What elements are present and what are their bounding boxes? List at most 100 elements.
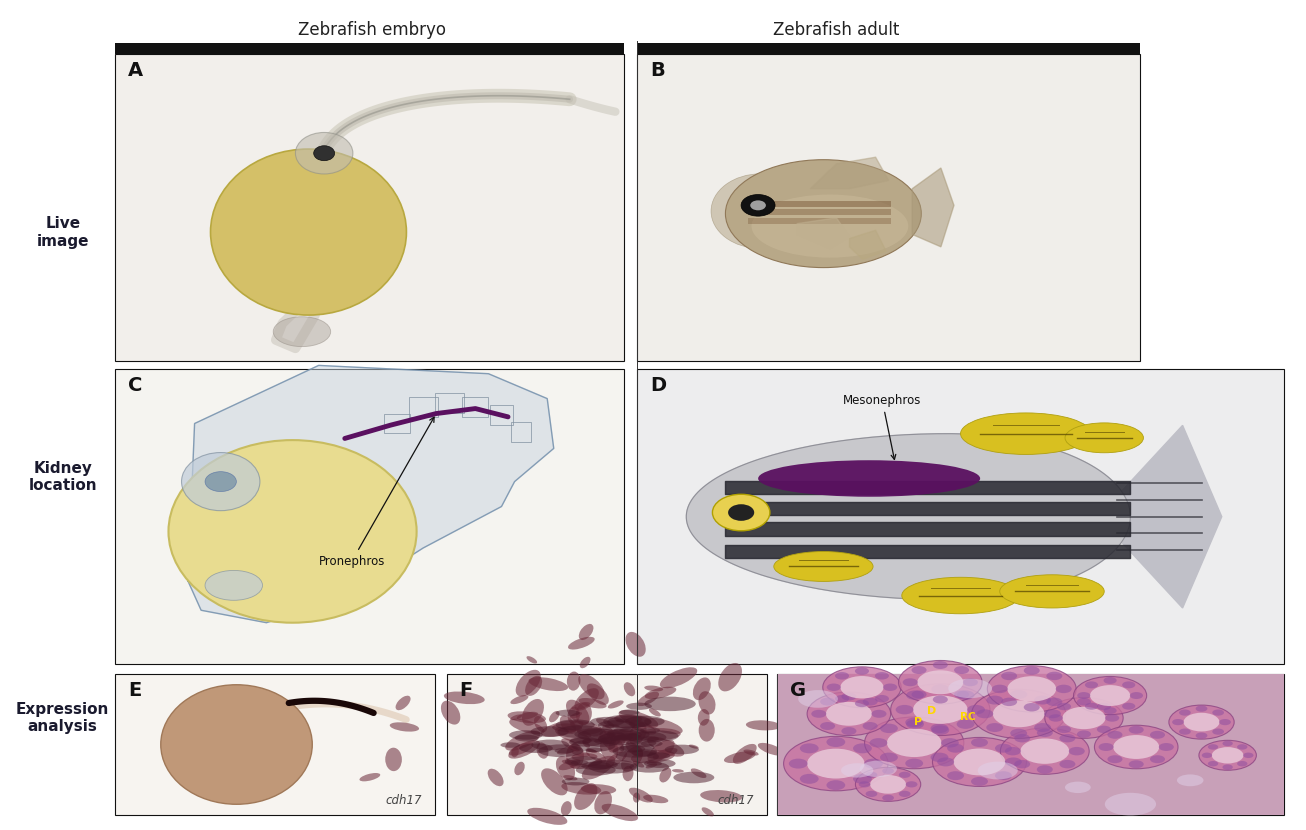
Ellipse shape <box>552 724 582 732</box>
Ellipse shape <box>1173 719 1183 725</box>
Ellipse shape <box>640 736 660 741</box>
Bar <box>777 674 1284 815</box>
Ellipse shape <box>644 696 696 711</box>
Ellipse shape <box>389 722 419 731</box>
Ellipse shape <box>626 632 645 657</box>
Ellipse shape <box>313 146 334 161</box>
Ellipse shape <box>626 715 665 727</box>
Ellipse shape <box>500 742 520 748</box>
Ellipse shape <box>905 718 923 727</box>
Ellipse shape <box>972 777 987 786</box>
Ellipse shape <box>569 720 606 737</box>
Ellipse shape <box>697 709 709 725</box>
Text: Zebrafish adult: Zebrafish adult <box>773 21 899 39</box>
Ellipse shape <box>1113 735 1160 759</box>
Ellipse shape <box>1104 707 1117 714</box>
Ellipse shape <box>841 692 857 701</box>
Ellipse shape <box>906 781 917 788</box>
Ellipse shape <box>511 747 518 757</box>
Ellipse shape <box>899 791 910 797</box>
Ellipse shape <box>508 740 539 759</box>
Ellipse shape <box>569 738 592 744</box>
Bar <box>637 43 1140 54</box>
Ellipse shape <box>957 720 974 729</box>
Ellipse shape <box>1034 723 1051 732</box>
Ellipse shape <box>931 685 949 694</box>
Ellipse shape <box>811 710 827 718</box>
Ellipse shape <box>1024 666 1040 675</box>
Bar <box>747 209 891 215</box>
Ellipse shape <box>1199 740 1256 770</box>
Ellipse shape <box>529 677 568 691</box>
Ellipse shape <box>626 731 666 743</box>
Ellipse shape <box>610 763 633 769</box>
Ellipse shape <box>509 719 545 734</box>
Ellipse shape <box>991 685 1008 693</box>
Ellipse shape <box>614 715 643 723</box>
Ellipse shape <box>622 746 643 772</box>
Ellipse shape <box>947 771 964 780</box>
Ellipse shape <box>1077 698 1091 706</box>
Ellipse shape <box>1196 732 1207 739</box>
Ellipse shape <box>1015 734 1030 742</box>
Ellipse shape <box>859 781 870 788</box>
Text: C: C <box>128 376 142 395</box>
Ellipse shape <box>615 719 629 723</box>
Ellipse shape <box>700 790 742 803</box>
Bar <box>637 54 1140 361</box>
Ellipse shape <box>1243 753 1254 758</box>
Bar <box>409 397 438 417</box>
Ellipse shape <box>1208 761 1218 766</box>
Text: Pronephros: Pronephros <box>319 417 434 568</box>
Ellipse shape <box>643 794 669 803</box>
Ellipse shape <box>1059 760 1075 769</box>
Text: cdh17: cdh17 <box>385 793 422 807</box>
Ellipse shape <box>1002 698 1017 706</box>
Ellipse shape <box>205 471 236 491</box>
Ellipse shape <box>1220 719 1230 725</box>
Ellipse shape <box>825 702 872 725</box>
Ellipse shape <box>674 772 714 784</box>
Ellipse shape <box>577 729 624 742</box>
Ellipse shape <box>571 740 615 752</box>
Ellipse shape <box>718 663 742 691</box>
Ellipse shape <box>1107 730 1122 739</box>
Ellipse shape <box>610 735 632 741</box>
Polygon shape <box>912 168 953 247</box>
Ellipse shape <box>932 737 1027 787</box>
Ellipse shape <box>568 706 580 724</box>
Ellipse shape <box>743 749 759 755</box>
Ellipse shape <box>789 759 807 769</box>
Ellipse shape <box>581 784 616 794</box>
Ellipse shape <box>614 735 632 740</box>
Ellipse shape <box>823 666 901 708</box>
Ellipse shape <box>511 715 522 720</box>
Ellipse shape <box>820 722 835 730</box>
Ellipse shape <box>509 730 543 740</box>
Ellipse shape <box>644 686 663 691</box>
Ellipse shape <box>1128 725 1144 734</box>
Ellipse shape <box>579 624 593 640</box>
Ellipse shape <box>866 791 878 797</box>
Text: A: A <box>128 61 144 80</box>
Ellipse shape <box>582 727 602 735</box>
Ellipse shape <box>639 728 680 740</box>
Ellipse shape <box>619 710 658 728</box>
Ellipse shape <box>572 750 590 757</box>
Ellipse shape <box>953 749 1006 775</box>
Ellipse shape <box>841 764 874 778</box>
Ellipse shape <box>957 691 974 700</box>
Ellipse shape <box>1151 755 1165 764</box>
Ellipse shape <box>807 749 865 779</box>
Ellipse shape <box>1183 713 1220 731</box>
Ellipse shape <box>518 744 552 753</box>
Ellipse shape <box>887 729 942 757</box>
Ellipse shape <box>1094 725 1178 769</box>
Ellipse shape <box>562 739 581 751</box>
Ellipse shape <box>1151 730 1165 739</box>
Ellipse shape <box>896 705 913 715</box>
Ellipse shape <box>1105 793 1156 816</box>
Ellipse shape <box>827 780 845 790</box>
Ellipse shape <box>741 194 774 216</box>
Ellipse shape <box>1177 774 1204 786</box>
